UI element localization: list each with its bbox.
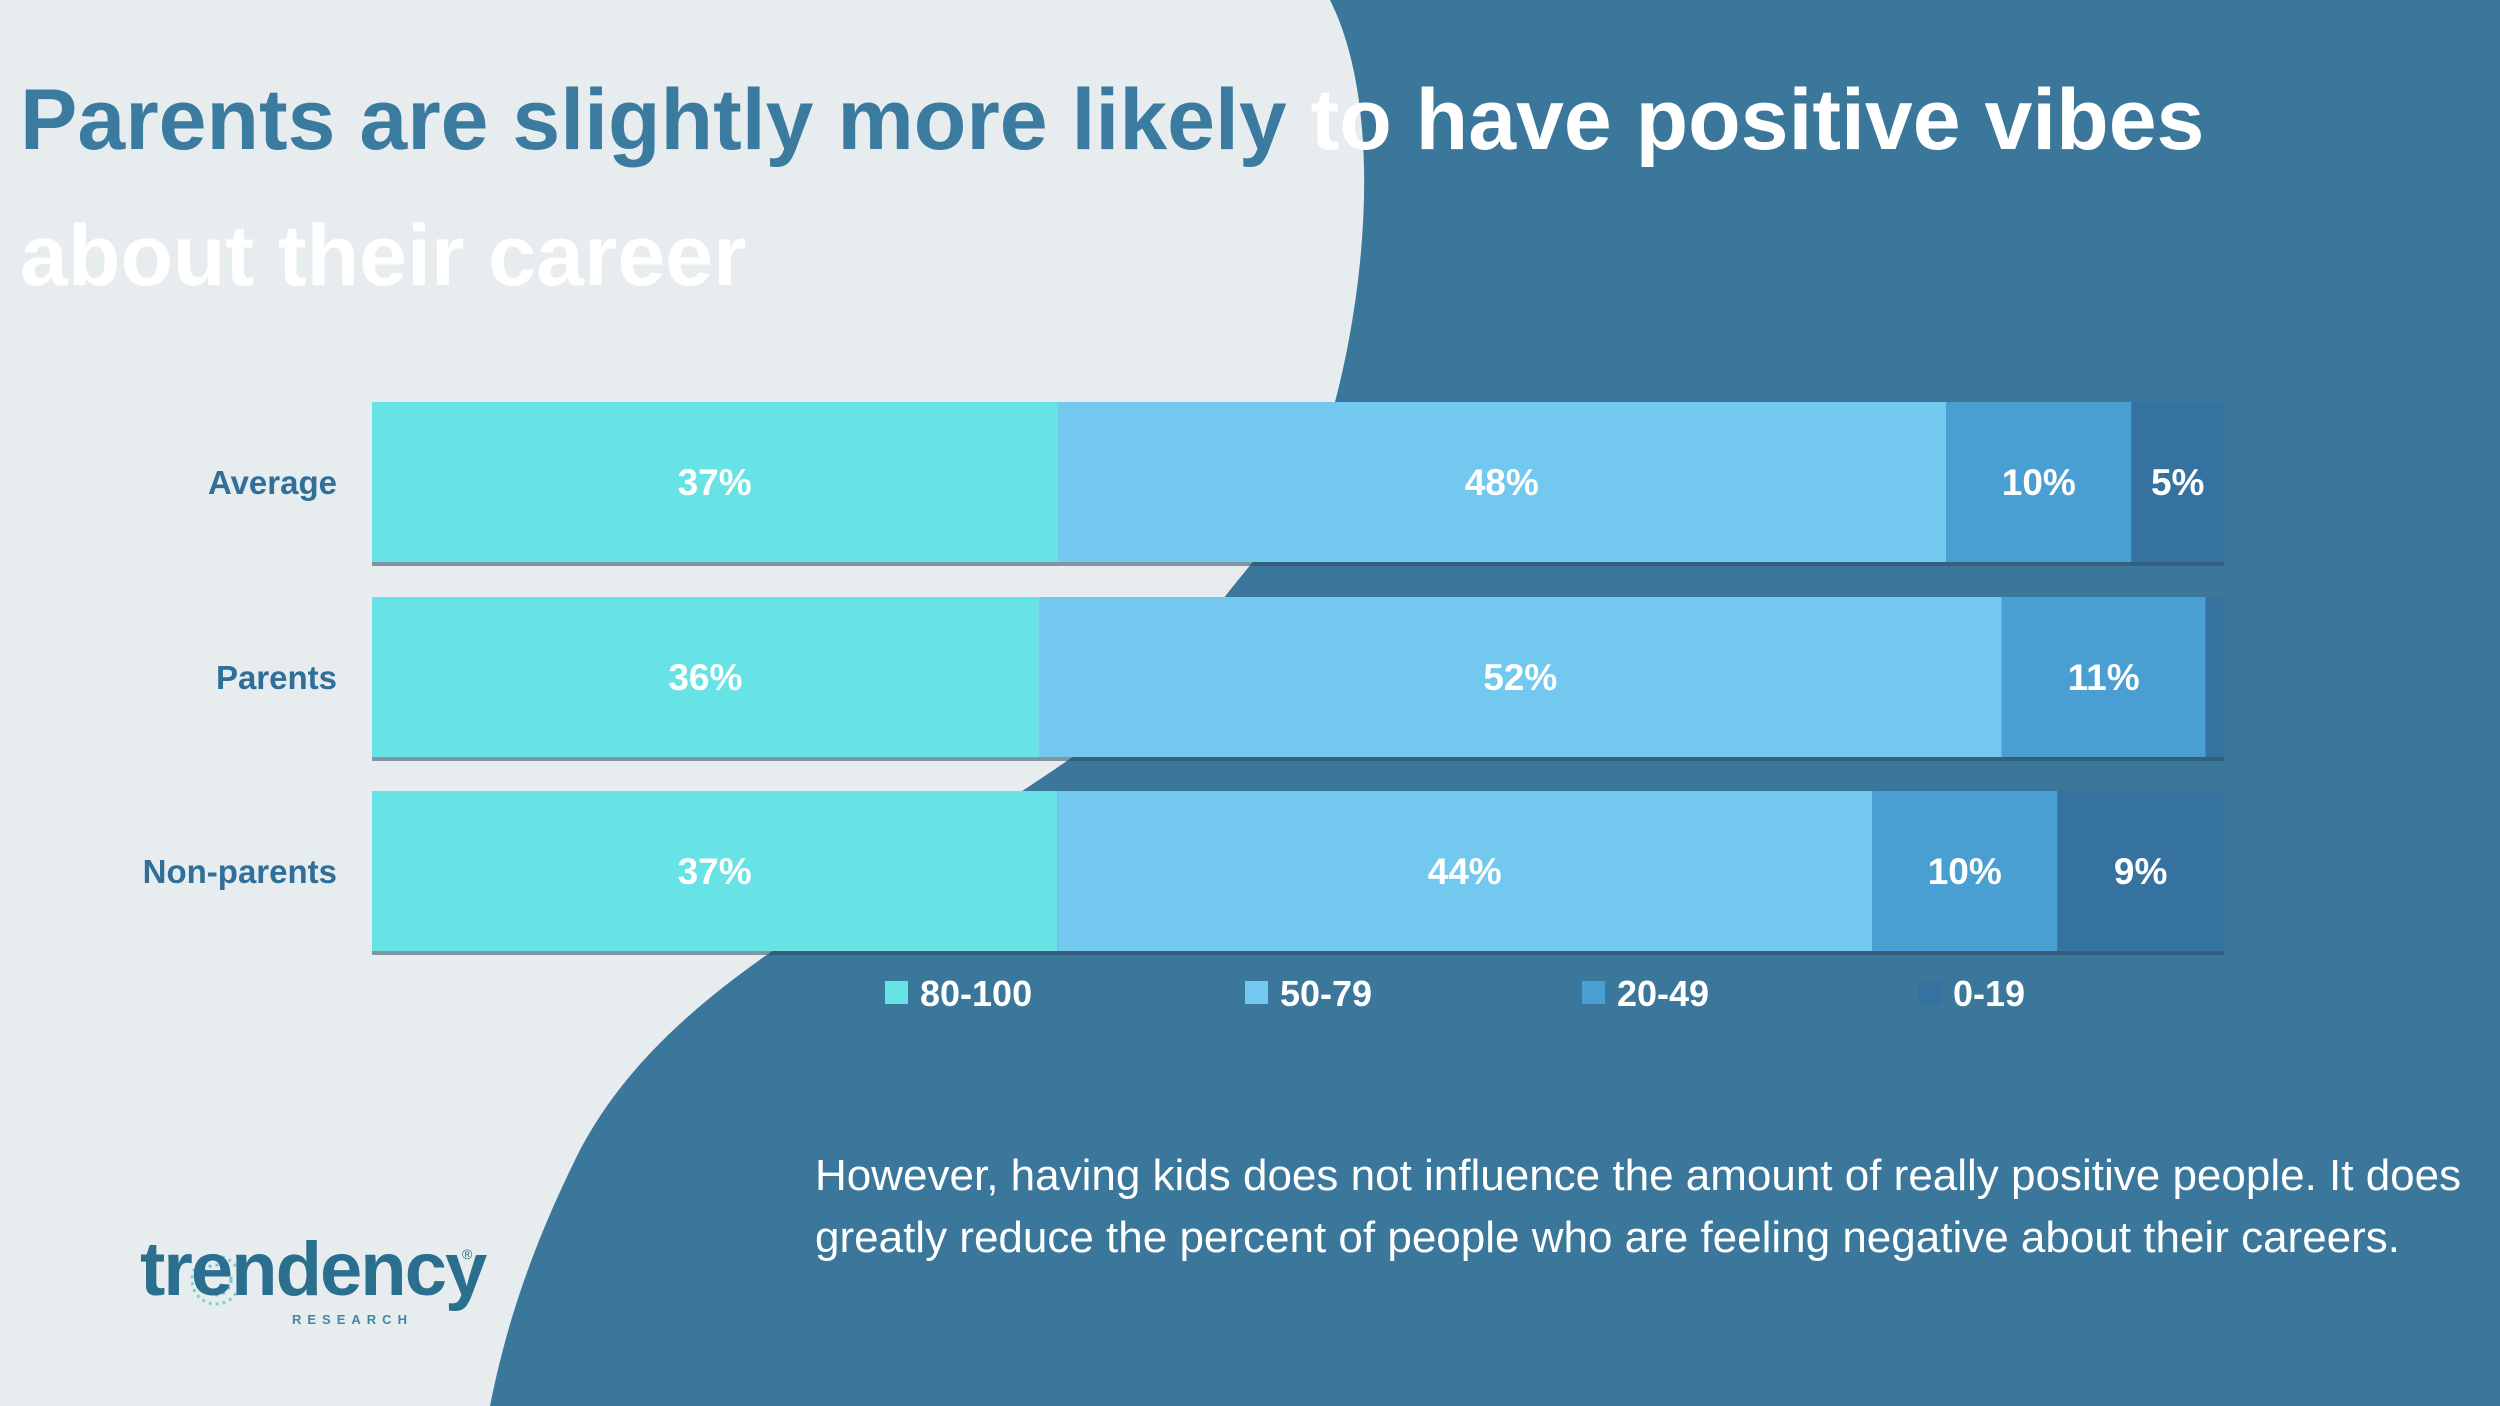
category-label: Non-parents <box>143 853 337 890</box>
bar-segment <box>1038 597 2002 757</box>
logo-wordmark: trendency <box>140 1227 487 1312</box>
data-label: 52% <box>1483 657 1557 698</box>
bar-segment <box>372 597 1039 757</box>
logo-registered-mark: ® <box>462 1246 473 1262</box>
data-label: 48% <box>1465 462 1539 503</box>
bar-segment <box>372 791 1058 951</box>
bar-segment <box>2001 597 2206 757</box>
legend-label: 50-79 <box>1280 973 1372 1014</box>
bar-shadow <box>372 757 2224 761</box>
bar-segment <box>2057 791 2224 951</box>
bar-segment <box>1946 402 2132 562</box>
category-label: Parents <box>216 659 337 696</box>
bar-segment <box>2205 597 2224 757</box>
bar-segment <box>1872 791 2058 951</box>
logo-dots-icon <box>190 1254 242 1306</box>
legend-swatch <box>1245 981 1268 1004</box>
summary-text: However, having kids does not influence … <box>815 1151 2462 1262</box>
data-label: 9% <box>2114 851 2167 892</box>
data-label: 10% <box>2002 462 2076 503</box>
bar-segment <box>1057 402 1947 562</box>
legend-label: 20-49 <box>1617 973 1709 1014</box>
trendency-logo: trendency ® RESEARCH <box>140 1228 487 1338</box>
data-label: 5% <box>2151 462 2204 503</box>
bar-segment <box>2131 402 2224 562</box>
logo-subtitle: RESEARCH <box>292 1312 413 1327</box>
legend-swatch <box>1918 981 1941 1004</box>
legend-swatch <box>1582 981 1605 1004</box>
data-label: 37% <box>678 462 752 503</box>
data-label: 10% <box>1928 851 2002 892</box>
bar-shadow <box>372 951 2224 955</box>
bar-shadow <box>372 562 2224 566</box>
data-label: 37% <box>678 851 752 892</box>
category-label: Average <box>208 464 337 501</box>
page-title: Parents are slightly more likely to have… <box>20 52 2440 324</box>
data-label: 36% <box>668 657 742 698</box>
legend-label: 0-19 <box>1953 973 2025 1014</box>
title-part-1: Parents are slightly more likely <box>20 72 1287 168</box>
bar-segment <box>372 402 1058 562</box>
title-part-2: to have positive vibes about their caree… <box>20 72 2205 304</box>
bar-segment <box>1057 791 1873 951</box>
data-label: 44% <box>1428 851 1502 892</box>
legend-swatch <box>885 981 908 1004</box>
legend-label: 80-100 <box>920 973 1032 1014</box>
data-label: 11% <box>2068 657 2140 698</box>
